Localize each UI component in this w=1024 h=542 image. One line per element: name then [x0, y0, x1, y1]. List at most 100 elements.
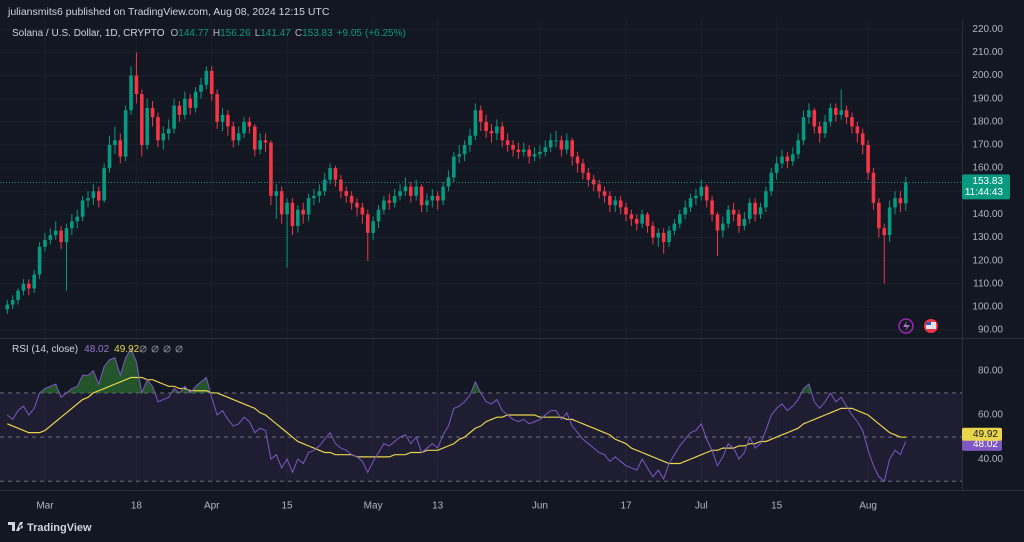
y-tick-label: 210.00 — [972, 47, 1003, 58]
candle-body — [64, 228, 69, 243]
candle-body — [699, 186, 704, 196]
y-tick-label: 100.00 — [972, 302, 1003, 313]
candle-body — [527, 149, 531, 157]
value-tag — [962, 437, 1002, 451]
x-tick-label: 17 — [620, 501, 632, 512]
candle-body — [312, 195, 316, 199]
candle-body — [828, 107, 833, 122]
candle-body — [306, 198, 311, 215]
candle-body — [258, 140, 262, 150]
candle-body — [140, 94, 144, 145]
x-tick-label: Jun — [532, 501, 548, 512]
candle-body — [790, 154, 795, 162]
candle-body — [172, 105, 176, 129]
candle-body — [16, 290, 20, 300]
candle-body — [678, 214, 682, 224]
y-tick-label: 160.00 — [972, 163, 1003, 174]
candle-body — [145, 107, 149, 145]
candle-body — [484, 121, 488, 132]
candle-body — [10, 299, 15, 305]
y-tick-label: 220.00 — [972, 24, 1003, 35]
candle-body — [279, 191, 284, 215]
candle-body — [667, 230, 671, 243]
candle-body — [209, 70, 214, 95]
candle-body — [608, 195, 612, 206]
candle-body — [355, 202, 359, 208]
y-tick-label: 180.00 — [972, 116, 1003, 127]
candle-body — [505, 140, 510, 145]
brand-name: TradingView — [27, 522, 92, 534]
candle-body — [785, 156, 790, 162]
candle-body — [737, 214, 741, 226]
candle-body — [269, 142, 273, 196]
candle-body — [575, 156, 580, 164]
candle-body — [414, 186, 418, 196]
y-tick-label: 190.00 — [972, 93, 1003, 104]
candle-body — [823, 121, 827, 134]
candle-body — [462, 144, 467, 155]
x-tick-label: May — [364, 501, 383, 512]
candle-body — [339, 179, 343, 192]
candle-body — [107, 144, 112, 169]
overbought-fill — [7, 348, 906, 393]
candle-body — [500, 126, 505, 141]
candle-body — [290, 202, 295, 226]
candle-body — [452, 156, 456, 178]
candle-body — [629, 214, 634, 219]
candle-body — [392, 195, 397, 203]
candle-body — [602, 191, 607, 196]
candle-body — [640, 214, 644, 224]
candle-body — [328, 168, 332, 180]
x-tick-label: Aug — [859, 501, 877, 512]
candle-body — [382, 200, 386, 210]
candle-body — [742, 218, 747, 226]
candle-body — [457, 154, 462, 157]
candle-body — [495, 126, 499, 134]
candle-body — [48, 235, 53, 240]
candle-body — [618, 200, 623, 208]
candle-body — [193, 91, 198, 108]
candle-body — [59, 230, 63, 243]
candle-body — [780, 156, 784, 164]
candle-body — [516, 149, 521, 152]
candle-body — [301, 209, 305, 215]
event-icons[interactable] — [898, 318, 938, 334]
candle-body — [844, 110, 849, 118]
candle-body — [651, 225, 655, 238]
y-tick-label: 80.00 — [978, 366, 1003, 377]
candle-body — [322, 179, 327, 192]
candle-body — [710, 200, 714, 215]
candle-body — [565, 140, 569, 150]
change-percent: (+6.25%) — [365, 28, 406, 39]
candle-body — [263, 140, 268, 143]
candle-body — [274, 191, 279, 196]
candle-body — [645, 214, 650, 226]
candle-body — [252, 126, 257, 150]
candle-body — [613, 200, 618, 206]
candle-body — [80, 200, 85, 217]
candle-body — [554, 140, 558, 142]
candle-body — [774, 163, 779, 173]
candle-body — [215, 94, 219, 122]
candle-body — [898, 198, 903, 204]
candle-body — [317, 191, 322, 196]
high-value: 156.26 — [220, 28, 251, 39]
brand-logo — [8, 522, 23, 531]
candle-body — [521, 149, 526, 152]
candle-body — [747, 202, 752, 219]
candle-body — [478, 110, 483, 122]
candle-body — [419, 186, 424, 206]
candle-body — [96, 191, 101, 201]
value-tag-label: 49.92 — [973, 429, 998, 440]
candle-body — [344, 191, 349, 196]
close-label: C — [295, 28, 302, 39]
last-price-label: 153.83 — [972, 176, 1003, 187]
candle-body — [32, 274, 36, 289]
candle-body — [688, 198, 693, 208]
candle-body — [877, 202, 881, 229]
high-label: H — [213, 28, 220, 39]
candle-body — [807, 110, 811, 118]
candle-body — [839, 110, 843, 115]
